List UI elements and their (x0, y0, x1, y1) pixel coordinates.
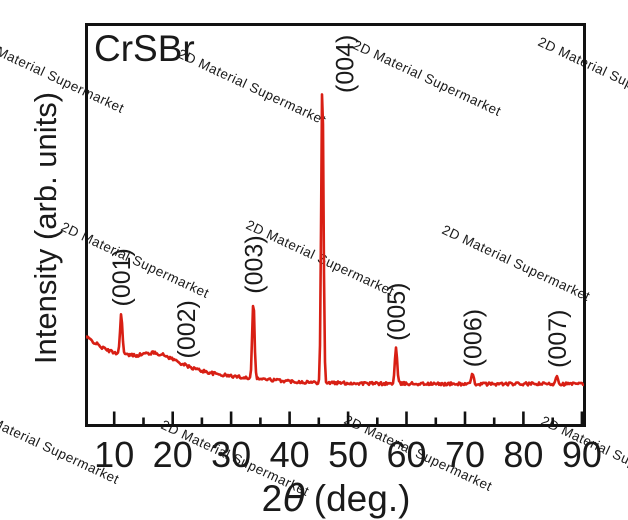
watermark-layer: 2D Material Supermarket 2D Material Super… (0, 34, 628, 499)
peak-label-004: (004) (331, 35, 359, 93)
watermark: 2D Material Supermarket (351, 37, 504, 119)
peak-label-006: (006) (460, 309, 488, 367)
x-tick-label: 70 (445, 434, 485, 475)
peak-label-005: (005) (383, 283, 411, 341)
y-axis-label: Intensity (arb. units) (28, 92, 63, 364)
x-tick-label: 20 (153, 434, 193, 475)
x-tick-label: 90 (562, 434, 602, 475)
x-axis-label-2: 2 (262, 478, 283, 519)
plot-frame (85, 23, 586, 427)
peak-label-003: (003) (240, 235, 268, 293)
x-tick-label: 30 (211, 434, 251, 475)
watermark: 2D Material Supermarket (176, 46, 329, 128)
x-axis-tick-labels: 10 20 30 40 50 60 70 80 90 (94, 434, 602, 475)
peak-label-007: (007) (544, 310, 572, 368)
x-axis-label-deg: (deg.) (314, 478, 411, 519)
x-tick-label: 60 (386, 434, 426, 475)
x-axis-label: 2θ (deg.) (262, 477, 411, 520)
peak-label-002: (002) (173, 300, 201, 358)
x-tick-label: 10 (94, 434, 134, 475)
x-axis-ticks (112, 411, 584, 426)
peak-label-001: (001) (108, 248, 136, 306)
x-axis-label-theta: θ (283, 477, 306, 520)
xrd-curve (86, 93, 584, 387)
x-tick-label: 80 (503, 434, 543, 475)
x-tick-label: 40 (270, 434, 310, 475)
x-tick-label: 50 (328, 434, 368, 475)
watermark: 2D Material Supermarket (440, 222, 593, 304)
chart-title: CrSBr (94, 28, 195, 69)
watermark: 2D Material Supermarket (536, 34, 628, 116)
